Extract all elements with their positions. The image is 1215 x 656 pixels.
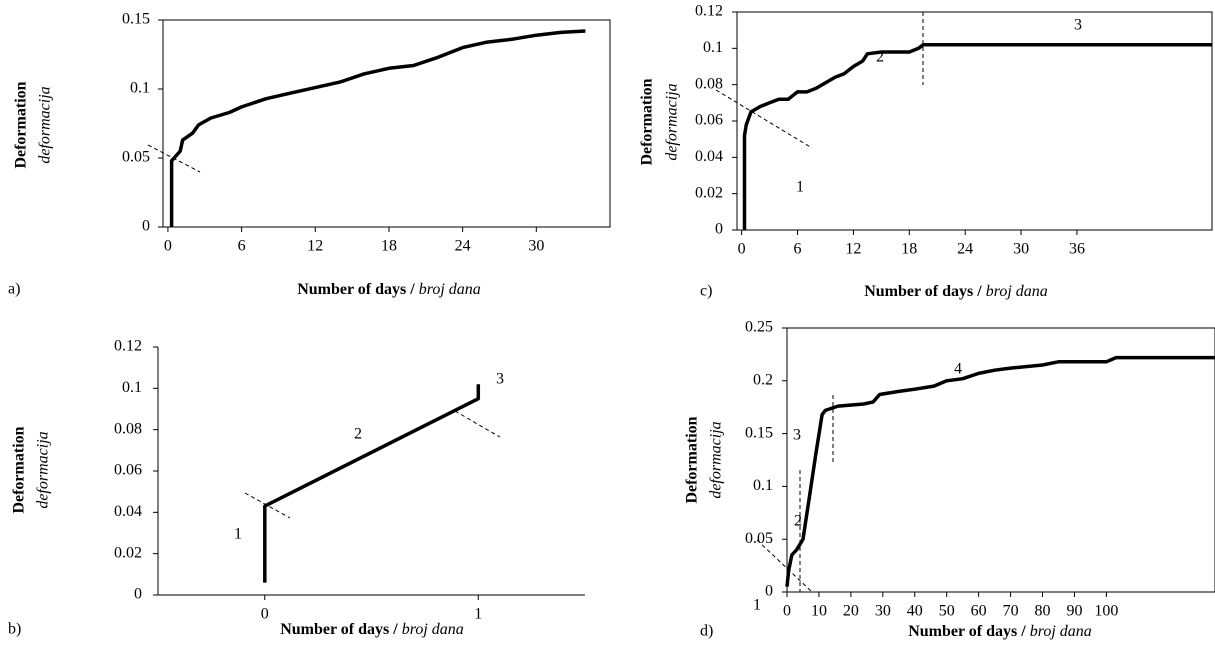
x-tick-label: 0 <box>261 606 269 623</box>
x-axis-label-main: Number of days / <box>280 621 398 638</box>
x-tick-label: 6 <box>238 238 246 255</box>
x-tick-label: 12 <box>307 238 323 255</box>
y-axis-label: deformacija <box>708 421 725 498</box>
x-tick-label: 24 <box>957 241 973 258</box>
x-tick-label: 30 <box>875 603 891 620</box>
phase-divider <box>715 89 813 149</box>
x-tick-label: 0 <box>738 241 746 258</box>
phase-label: 2 <box>876 49 884 66</box>
x-tick-label: 30 <box>528 238 544 255</box>
y-tick-label: 0.2 <box>753 371 773 388</box>
y-tick-label: 0.1 <box>753 477 773 494</box>
panel-label: b) <box>8 621 21 638</box>
phase-label: 3 <box>793 427 801 444</box>
x-tick-label: 0 <box>164 238 172 255</box>
y-tick-label: 0.1 <box>703 39 723 56</box>
y-tick-label: 0.15 <box>745 424 773 441</box>
y-axis-label: deformacija <box>664 83 681 160</box>
x-axis-label: Number of days / broj dana <box>297 281 481 298</box>
y-tick-label: 0.02 <box>695 184 723 201</box>
phase-label: 2 <box>354 426 362 443</box>
x-tick-label: 100 <box>1094 603 1118 620</box>
x-axis-label-local: broj dana <box>402 621 464 638</box>
x-axis-label: Number of days / broj dana <box>864 283 1048 300</box>
y-tick-label: 0.05 <box>745 530 773 547</box>
y-tick-label: 0.05 <box>122 149 150 166</box>
x-axis-label: Number of days / broj dana <box>280 621 464 638</box>
x-tick-label: 40 <box>907 603 923 620</box>
plot-frame <box>162 19 611 228</box>
y-axis-label: deformacija <box>35 431 52 508</box>
y-tick-label: 0 <box>134 586 142 603</box>
phase-divider <box>454 410 501 438</box>
x-tick-label: 20 <box>843 603 859 620</box>
x-tick-label: 36 <box>1069 241 1085 258</box>
x-tick-label: 80 <box>1035 603 1051 620</box>
x-tick-label: 18 <box>381 238 397 255</box>
y-tick-label: 0.02 <box>114 544 142 561</box>
phase-divider <box>756 539 813 593</box>
data-line <box>785 355 1215 587</box>
panel-label: c) <box>700 283 712 300</box>
x-tick-label: 12 <box>845 241 861 258</box>
y-axis-label: Deformation <box>13 81 30 168</box>
phase-label: 2 <box>794 513 802 530</box>
x-tick-label: 90 <box>1066 603 1082 620</box>
data-line <box>742 42 1212 230</box>
x-axis-label-local: broj dana <box>986 283 1048 300</box>
x-tick-label: 30 <box>1013 241 1029 258</box>
x-axis-label-main: Number of days / <box>908 623 1026 640</box>
x-axis-label-local: broj dana <box>1030 623 1092 640</box>
phase-label: 1 <box>753 597 761 614</box>
y-tick-label: 0.04 <box>695 148 723 165</box>
panel-label: d) <box>700 623 713 640</box>
x-axis-label-main: Number of days / <box>864 283 982 300</box>
phase-label: 4 <box>954 361 962 378</box>
x-tick-label: 24 <box>455 238 471 255</box>
phase-label: 3 <box>1074 17 1082 34</box>
y-tick-label: 0.25 <box>745 319 773 336</box>
y-tick-label: 0 <box>765 583 773 600</box>
y-tick-label: 0.15 <box>122 11 150 28</box>
y-tick-label: 0 <box>142 218 150 235</box>
x-axis-label-local: broj dana <box>419 281 481 298</box>
phase-label: 1 <box>234 526 242 543</box>
x-tick-label: 60 <box>971 603 987 620</box>
y-axis-label: Deformation <box>639 78 656 165</box>
y-tick-label: 0.08 <box>695 75 723 92</box>
data-line <box>169 29 586 227</box>
x-tick-label: 1 <box>474 606 482 623</box>
data-line <box>263 384 481 583</box>
panel-label: a) <box>8 281 20 298</box>
y-tick-label: 0.1 <box>122 379 142 396</box>
x-axis-label-main: Number of days / <box>297 281 415 298</box>
x-tick-label: 18 <box>901 241 917 258</box>
y-tick-label: 0.12 <box>695 3 723 20</box>
y-axis-label: deformacija <box>37 86 54 163</box>
phase-label: 1 <box>796 179 804 196</box>
plot-frame <box>786 327 1215 593</box>
y-tick-label: 0.06 <box>114 462 142 479</box>
x-tick-label: 70 <box>1003 603 1019 620</box>
y-tick-label: 0 <box>715 221 723 238</box>
y-tick-label: 0.08 <box>114 420 142 437</box>
x-axis-label: Number of days / broj dana <box>908 623 1092 640</box>
phase-label: 3 <box>496 371 504 388</box>
x-tick-label: 50 <box>939 603 955 620</box>
phase-divider <box>244 492 291 519</box>
y-tick-label: 0.1 <box>130 80 150 97</box>
x-tick-label: 10 <box>811 603 827 620</box>
x-tick-label: 6 <box>794 241 802 258</box>
y-tick-label: 0.06 <box>695 112 723 129</box>
y-axis-label: Deformation <box>11 426 28 513</box>
y-axis-label: Deformation <box>684 416 701 503</box>
x-tick-label: 0 <box>783 603 791 620</box>
y-tick-label: 0.12 <box>114 338 142 355</box>
y-tick-label: 0.04 <box>114 503 142 520</box>
